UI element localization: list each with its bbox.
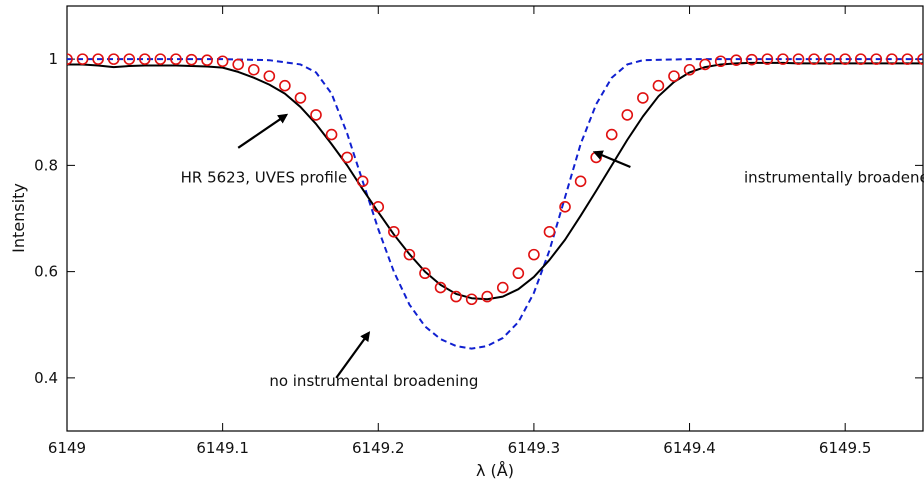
broadened-profile-marker [279,79,291,92]
broadened-profile-marker [372,201,385,213]
broadened-profile-marker [870,53,883,65]
broadened-profile-marker [107,53,120,65]
broadened-profile-marker [263,70,276,82]
broadened-profile-marker [496,281,509,294]
broadened-profile-marker [917,53,923,65]
broadened-profile-marker [621,109,634,121]
x-tick-label: 6149 [48,439,86,457]
annotation-label: instrumentally broadened profile [744,168,924,186]
broadened-profile-marker [310,109,322,121]
broadened-profile-marker [294,92,307,104]
broadened-profile-marker [76,53,89,65]
x-axis-ticks: 6149 6149.1 6149.2 6149.3 6149.4 6149.5 [48,6,872,457]
x-tick-label: 6149.2 [352,439,405,457]
broadened-profile-marker [699,58,711,71]
broadened-profile-marker [356,175,369,188]
broadened-profile-marker [465,293,478,306]
broadened-profile-marker [434,281,447,294]
y-tick-label: 1 [48,50,58,68]
plot-frame [66,5,924,432]
broadened-profile-marker [388,225,400,238]
broadened-profile-marker [92,53,104,65]
broadened-profile-marker [170,53,182,65]
y-tick-label: 0.6 [34,263,58,281]
x-axis-title: λ (Å) [476,461,514,480]
broadened-profile-marker [823,53,836,65]
broadened-profile-marker [341,151,353,164]
broadened-profile-marker [139,53,151,65]
annotation-arrow [592,150,631,168]
broadened-profile-marker [730,54,743,66]
series-layer [67,53,923,350]
broadened-profile-marker [123,53,136,65]
broadened-profile-marker [901,53,914,65]
annotation-label: no instrumental broadening [269,372,478,390]
x-tick-label: 6149.3 [508,439,561,457]
broadened-profile-marker [605,128,618,141]
broadened-profile-marker [683,63,696,76]
broadened-profile-marker [481,290,494,303]
annotation-label: HR 5623, UVES profile [181,168,348,186]
y-tick-label: 0.4 [34,369,58,387]
broadened-profile-marker [745,53,758,66]
broadened-profile-marker [247,63,260,76]
annotation-arrow [237,113,289,149]
broadened-profile-marker [325,128,338,141]
broadened-profile-marker [652,79,665,92]
broadened-profile-marker [637,92,649,104]
broadened-profile-marker [839,53,851,65]
broadened-profile-marker [574,175,587,188]
no-broadening-dashed-line [67,58,923,350]
broadened-profile-marker [543,225,556,238]
broadened-profile-marker [761,53,774,65]
x-tick-label: 6149.5 [819,439,872,457]
broadened-profile-marker [714,55,727,68]
y-tick-label: 0.8 [34,156,58,174]
broadened-profile-marker [528,248,540,261]
x-tick-label: 6149.4 [663,439,716,457]
broadened-profile-marker [185,53,198,66]
y-axis-title: Intensity [9,183,28,253]
broadened-profile-marker [216,55,229,68]
broadened-profile-marker [512,267,525,280]
broadened-profile-marker [668,70,680,82]
broadened-profile-marker [854,53,867,65]
annotation-layer: HR 5623, UVES profile instrumentally broa… [181,113,924,390]
broadened-profile-marker [559,201,571,213]
broadened-profile-marker [777,53,789,65]
broadened-profile-marker [450,290,462,303]
x-tick-label: 6149.1 [196,439,249,457]
broadened-profile-marker [419,267,431,280]
broadened-profile-marker [154,53,167,65]
broadened-profile-marker [808,53,820,65]
broadened-profile-marker [792,53,805,65]
annotation-arrow [335,331,371,379]
broadened-profile-marker [67,53,73,65]
broadened-profile-marker [232,58,244,71]
broadened-profile-marker [886,53,898,65]
y-axis-ticks: 0.4 0.6 0.8 1 [34,50,923,387]
broadened-profile-marker [201,54,213,66]
broadened-profile-marker [403,248,416,261]
